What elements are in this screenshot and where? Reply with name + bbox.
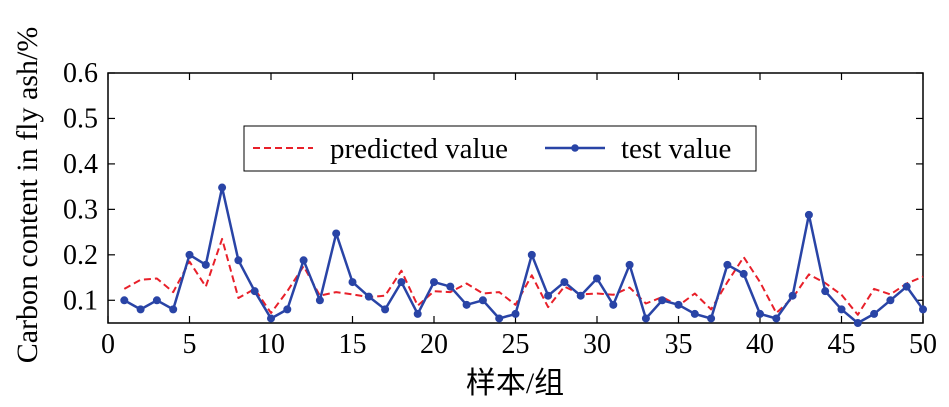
- test-value-point: [870, 309, 879, 318]
- x-tick-label: 20: [420, 329, 448, 360]
- y-tick-label: 0.4: [63, 149, 98, 180]
- test-value-point: [397, 278, 406, 287]
- x-tick-label: 30: [583, 329, 611, 360]
- test-value-point: [739, 269, 748, 278]
- test-value-point: [853, 319, 862, 327]
- test-value-point: [707, 314, 716, 323]
- test-value-point: [821, 287, 830, 296]
- x-tick-label: 50: [909, 329, 937, 360]
- y-tick-label: 0.1: [63, 285, 98, 316]
- test-value-point: [381, 305, 390, 314]
- test-value-point: [804, 210, 813, 219]
- test-value-point: [511, 309, 520, 318]
- test-value-point: [919, 305, 927, 314]
- test-value-point: [593, 274, 601, 283]
- test-value-point: [218, 183, 227, 192]
- test-value-point: [576, 291, 585, 300]
- test-value-point: [788, 291, 797, 300]
- test-value-point: [495, 314, 504, 323]
- legend-test-label: test value: [621, 133, 731, 165]
- test-value-point: [478, 296, 487, 305]
- x-tick-label: 45: [828, 329, 856, 360]
- y-tick-label: 0.6: [63, 58, 98, 89]
- x-tick-label: 15: [339, 329, 367, 360]
- test-value-point: [886, 296, 895, 305]
- test-value-point: [348, 278, 357, 287]
- legend-predicted-label: predicted value: [330, 133, 508, 165]
- test-value-point: [625, 260, 634, 269]
- test-value-point: [837, 305, 846, 314]
- test-value-point: [234, 256, 243, 265]
- predicted-value-line: [123, 237, 924, 316]
- test-value-point: [641, 314, 650, 323]
- y-tick-label: 0.2: [63, 240, 98, 271]
- test-value-point: [527, 250, 536, 259]
- test-value-point: [723, 260, 732, 269]
- x-tick-label: 40: [746, 329, 774, 360]
- series-markers: [120, 183, 927, 327]
- x-tick-label: 5: [183, 329, 197, 360]
- series-lines: [123, 186, 925, 325]
- test-value-point: [364, 292, 373, 301]
- test-value-point: [772, 314, 781, 323]
- test-value-point: [283, 305, 292, 314]
- test-value-point: [185, 250, 194, 259]
- test-value-point: [902, 282, 911, 291]
- axis-ticks: [107, 72, 924, 323]
- test-value-point: [250, 287, 259, 296]
- x-tick-label: 10: [257, 329, 285, 360]
- test-value-point: [136, 305, 145, 314]
- test-value-point: [674, 300, 683, 309]
- x-axis-title: 样本/组: [466, 367, 564, 400]
- test-value-point: [462, 300, 471, 309]
- test-value-point: [169, 305, 178, 314]
- y-tick-label: 0.5: [63, 103, 98, 134]
- test-value-point: [299, 256, 308, 265]
- y-tick-labels: 0.1 0.2 0.3 0.4 0.5 0.6: [63, 58, 98, 316]
- y-axis-title: Carbon content in fly ash/%: [11, 27, 44, 364]
- test-value-point: [609, 300, 618, 309]
- test-value-point: [332, 229, 341, 238]
- test-value-point: [560, 278, 569, 287]
- test-value-line: [123, 186, 925, 325]
- x-tick-label: 0: [101, 329, 115, 360]
- test-value-point: [658, 296, 667, 305]
- legend: predicted value test value: [243, 125, 757, 172]
- test-value-point: [267, 314, 275, 323]
- test-value-point: [756, 309, 764, 318]
- test-value-point: [120, 296, 129, 305]
- x-tick-labels: 0 5 10 15 20 25 30 35 40 45 50: [101, 329, 937, 360]
- test-value-point: [446, 282, 455, 291]
- test-value-point: [315, 296, 324, 305]
- test-value-point: [152, 296, 161, 305]
- x-tick-label: 35: [665, 329, 693, 360]
- legend-box: [243, 125, 757, 172]
- test-value-point: [690, 309, 699, 318]
- y-tick-label: 0.3: [63, 194, 98, 225]
- test-value-point: [430, 278, 438, 287]
- test-value-point: [544, 291, 553, 300]
- x-tick-label: 25: [502, 329, 530, 360]
- legend-test-marker: [571, 144, 579, 152]
- test-value-point: [413, 309, 422, 318]
- test-value-point: [201, 260, 210, 269]
